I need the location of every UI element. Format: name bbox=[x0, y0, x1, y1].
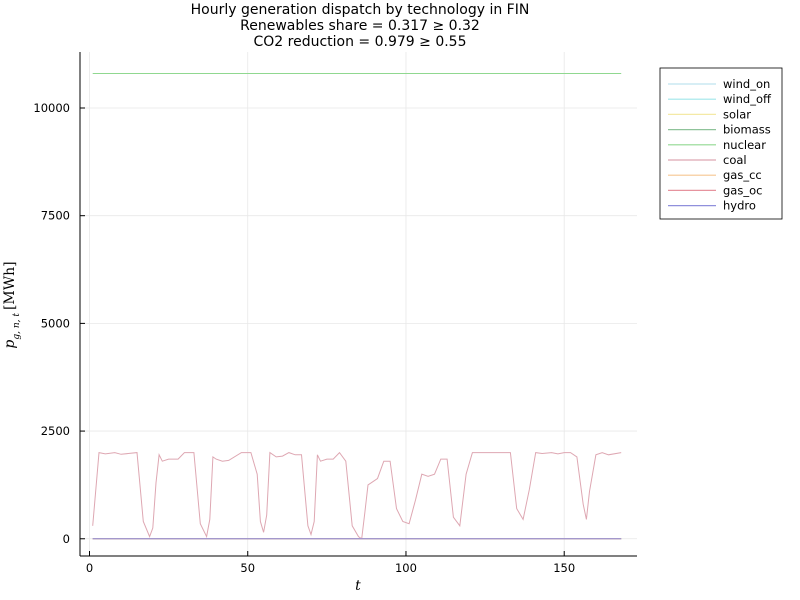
chart-subtitle-line-1: Renewables share = 0.317 ≥ 0.32 bbox=[240, 18, 480, 34]
y-axis-label-symbol: p bbox=[2, 340, 18, 349]
grid-lines bbox=[80, 52, 637, 556]
y-axis-label: pg, n, t [MWh] bbox=[2, 261, 22, 348]
series-line-coal bbox=[92, 451, 622, 540]
y-tick-label-10000: 10000 bbox=[33, 101, 70, 115]
legend-label-biomass: biomass bbox=[723, 123, 771, 137]
x-tick-label-150: 150 bbox=[553, 561, 575, 575]
legend-label-hydro: hydro bbox=[723, 199, 756, 213]
series-lines bbox=[92, 73, 622, 540]
y-axis-label-subscript: g, n, t bbox=[12, 313, 22, 340]
svg-text:pg, n, t[MWh]: pg, n, t [MWh] bbox=[2, 261, 22, 348]
x-axis-label: t bbox=[355, 578, 361, 594]
x-tick-label-0: 0 bbox=[86, 561, 93, 575]
axis-ticks: 0 50 100 150 0 2500 5000 7500 10000 bbox=[33, 101, 575, 575]
legend-label-wind_off: wind_off bbox=[723, 92, 772, 106]
y-tick-label-2500: 2500 bbox=[41, 424, 70, 438]
chart-subtitle-line-2: CO2 reduction = 0.979 ≥ 0.55 bbox=[253, 34, 466, 50]
legend-label-solar: solar bbox=[723, 107, 751, 121]
legend-label-nuclear: nuclear bbox=[723, 138, 766, 152]
y-axis-label-unit: [MWh] bbox=[2, 261, 18, 310]
legend-label-gas_cc: gas_cc bbox=[723, 168, 762, 182]
chart-title: Hourly generation dispatch by technology… bbox=[191, 2, 530, 18]
legend-label-gas_oc: gas_oc bbox=[723, 183, 762, 197]
legend-label-coal: coal bbox=[723, 153, 747, 167]
legend-label-wind_on: wind_on bbox=[723, 77, 770, 91]
legend: wind_onwind_offsolarbiomassnuclearcoalga… bbox=[659, 67, 783, 220]
y-tick-label-5000: 5000 bbox=[41, 316, 70, 330]
y-tick-label-0: 0 bbox=[63, 532, 70, 546]
y-tick-label-7500: 7500 bbox=[41, 209, 70, 223]
legend-box bbox=[659, 67, 783, 220]
x-tick-label-100: 100 bbox=[395, 561, 417, 575]
x-tick-label-50: 50 bbox=[240, 561, 255, 575]
